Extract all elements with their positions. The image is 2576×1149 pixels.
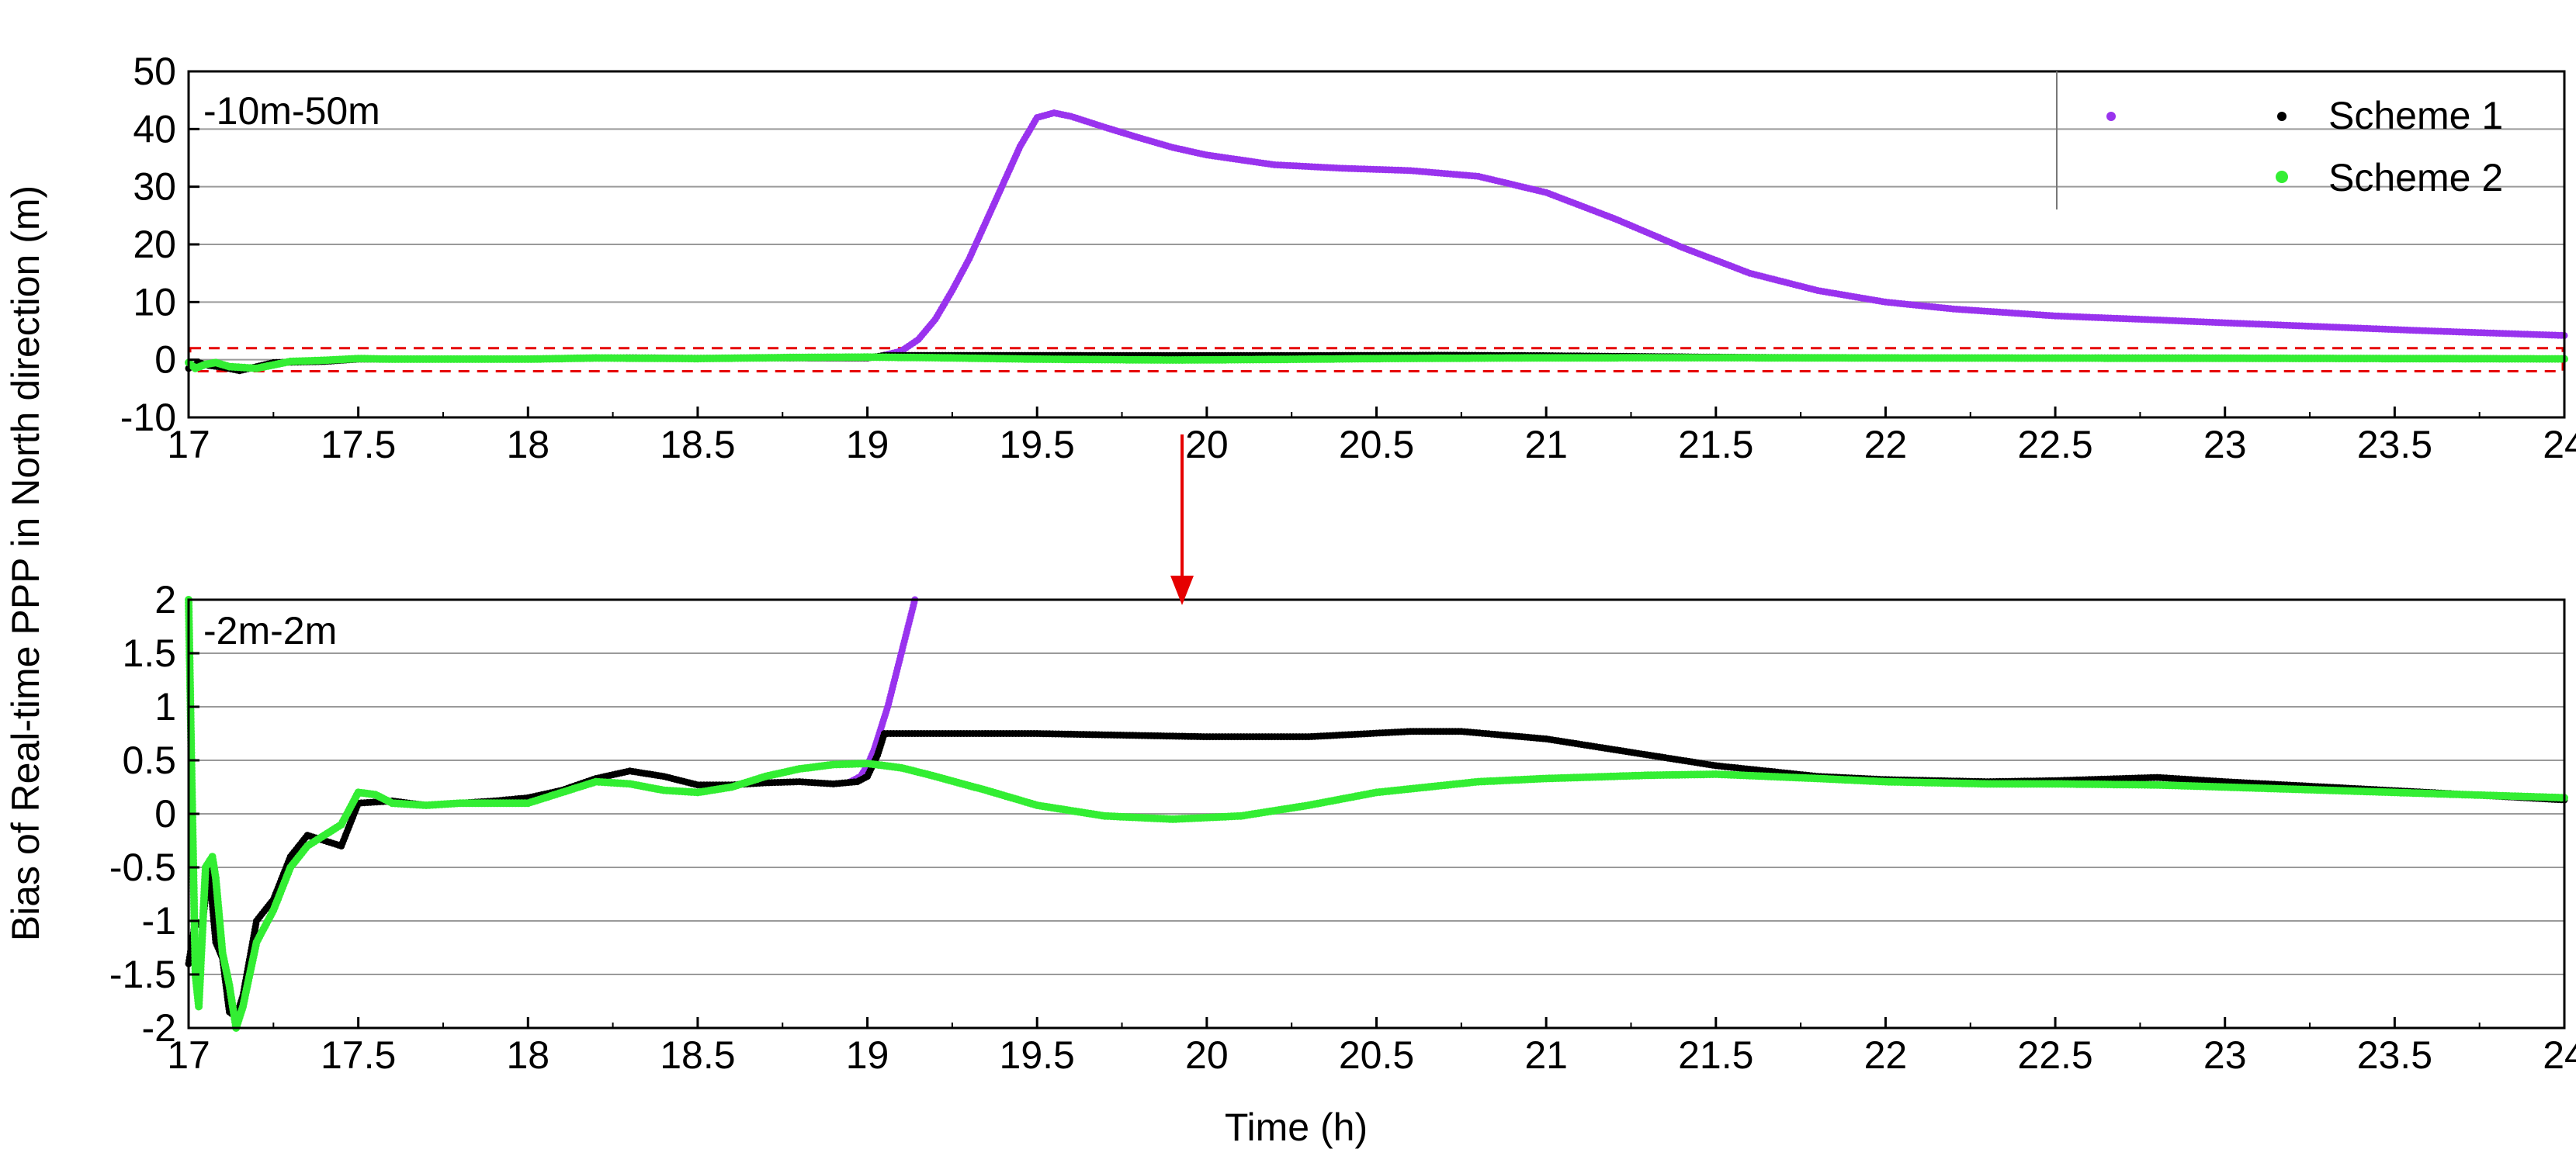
top-y-tick-label: -10 [120,396,176,439]
bottom-y-tick-label: -1.5 [109,953,176,996]
bottom-y-tick-label: -2 [142,1006,176,1050]
top-y-tick-label: 30 [133,165,176,209]
legend-label-scheme1: Scheme 1 [2328,94,2503,137]
bottom-x-tick-label: 19.5 [1000,1033,1075,1077]
bottom-panel-range-label: -2m-2m [203,609,337,652]
y-axis-label: Bias of Real-time PPP in North direction… [4,185,47,941]
top-y-tick-label: 50 [133,50,176,93]
top-y-tick-label: 20 [133,223,176,266]
top-x-tick-label: 23.5 [2357,423,2432,466]
bottom-series-scheme-2 [185,596,2568,1032]
top-x-tick-label: 17.5 [321,423,396,466]
top-x-tick-label: 22 [1864,423,1908,466]
bottom-x-tick-label: 17.5 [321,1033,396,1077]
bottom-series-scheme-1 [185,728,2568,1021]
top-x-tick-label: 24 [2543,423,2576,466]
legend-marker-scheme1 [2277,112,2287,121]
bottom-y-tick-label: 2 [154,578,176,621]
top-x-tick-label: 20.5 [1339,423,1414,466]
legend-marker-purple [2106,112,2116,121]
top-x-tick-label: 23 [2203,423,2247,466]
bottom-x-tick-label: 21 [1524,1033,1568,1077]
bottom-x-tick-label: 20 [1185,1033,1229,1077]
top-x-tick-label: 19.5 [1000,423,1075,466]
zoom-arrow [1170,434,1194,605]
bottom-x-tick-label: 23.5 [2357,1033,2432,1077]
bottom-x-tick-label: 21.5 [1678,1033,1753,1077]
bottom-x-tick-label: 18 [506,1033,550,1077]
top-x-tick-label: 21 [1524,423,1568,466]
top-x-tick-label: 21.5 [1678,423,1753,466]
bottom-y-tick-label: 1 [154,685,176,729]
top-x-tick-label: 20 [1185,423,1229,466]
bottom-x-tick-label: 23 [2203,1033,2247,1077]
top-x-tick-label: 18.5 [660,423,735,466]
bottom-y-tick-label: 0.5 [122,739,176,782]
bottom-y-tick-label: 1.5 [122,632,176,675]
top-y-tick-label: 0 [154,338,176,382]
top-series-purple [880,109,2568,359]
bottom-x-tick-label: 19 [846,1033,889,1077]
bottom-x-tick-label: 22 [1864,1033,1908,1077]
legend-label-scheme2: Scheme 2 [2328,156,2503,199]
bottom-x-tick-label: 18.5 [660,1033,735,1077]
bottom-x-tick-label: 22.5 [2017,1033,2092,1077]
bottom-y-tick-label: -0.5 [109,846,176,889]
bottom-x-tick-label: 24 [2543,1033,2576,1077]
top-series-scheme-2 [185,353,2568,372]
bottom-y-tick-label: -1 [142,899,176,943]
top-y-tick-label: 10 [133,280,176,324]
top-x-tick-label: 18 [506,423,550,466]
legend: Scheme 1 Scheme 2 [2056,71,2503,209]
bottom-panel: 17 17.5 18 18.5 19 19.5 20 20.5 21 21.5 22 22.5 23 23… [109,578,2576,1077]
top-panel-range-label: -10m-50m [203,89,380,133]
top-zoom-box [189,347,2564,373]
legend-marker-scheme2 [2276,171,2288,183]
bottom-y-tick-label: 0 [154,792,176,836]
x-axis-label: Time (h) [1225,1106,1368,1149]
top-x-tick-label: 19 [846,423,889,466]
top-y-tick-label: 40 [133,107,176,151]
top-x-tick-label: 17 [167,423,210,466]
bottom-x-tick-label: 20.5 [1339,1033,1414,1077]
top-panel: 17 17.5 18 18.5 19 19.5 20 20.5 21 21.5 22 22.5 23 23… [120,50,2576,466]
bottom-x-tick-label: 17 [167,1033,210,1077]
top-x-tick-label: 22.5 [2017,423,2092,466]
